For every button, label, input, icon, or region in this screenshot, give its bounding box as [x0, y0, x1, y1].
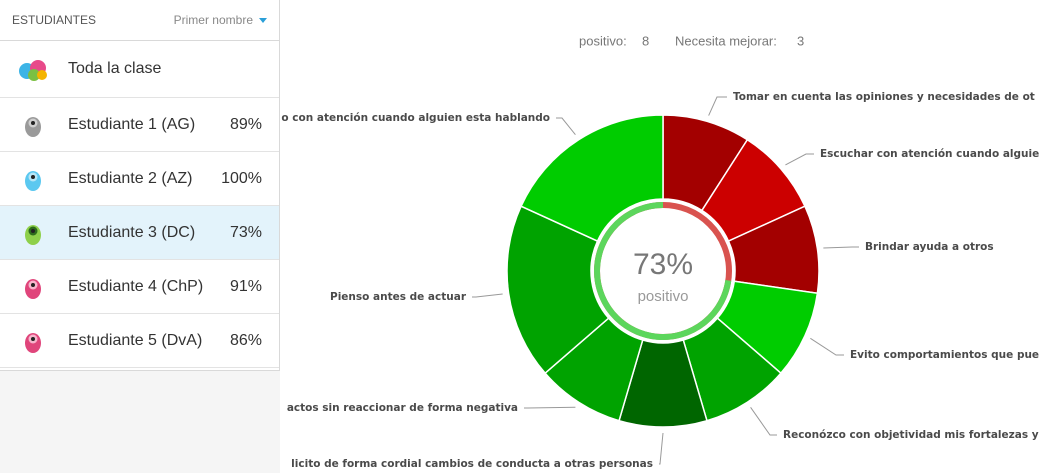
leader-line — [524, 407, 575, 408]
segment-label: Brindar ayuda a otros — [865, 241, 994, 253]
positive-label: positivo: — [579, 33, 627, 48]
segment-label: Reconózco con objetividad mis fortalezas… — [783, 429, 1039, 441]
segment-label: licito de forma cordial cambios de condu… — [291, 458, 653, 470]
segment-label: o con atención cuando alguien esta habla… — [281, 112, 550, 124]
screen: ESTUDIANTES Primer nombre Toda la clase … — [0, 0, 1048, 473]
leader-line — [556, 118, 575, 135]
leader-line — [785, 154, 814, 165]
improve-label: Necesita mejorar: — [675, 33, 777, 48]
leader-line — [472, 294, 503, 297]
segment-label: Evito comportamientos que pue — [850, 349, 1039, 361]
leader-line — [751, 407, 777, 435]
positive-count: 8 — [642, 33, 649, 48]
leader-line — [810, 338, 844, 355]
leader-line — [823, 247, 859, 248]
leader-line — [709, 97, 727, 116]
center-label: positivo — [638, 288, 689, 305]
chart: positivo: 8 Necesita mejorar: 3 Tomar en cue… — [0, 0, 1048, 473]
leader-line — [659, 433, 663, 464]
improve-count: 3 — [797, 33, 804, 48]
segment-label: Escuchar con atención cuando alguie — [820, 148, 1039, 160]
segment-label: Tomar en cuenta las opiniones y necesida… — [733, 91, 1035, 103]
segment-label: actos sin reaccionar de forma negativa — [287, 402, 518, 414]
center-value: 73% — [633, 248, 693, 281]
segment-label: Pienso antes de actuar — [330, 291, 467, 303]
